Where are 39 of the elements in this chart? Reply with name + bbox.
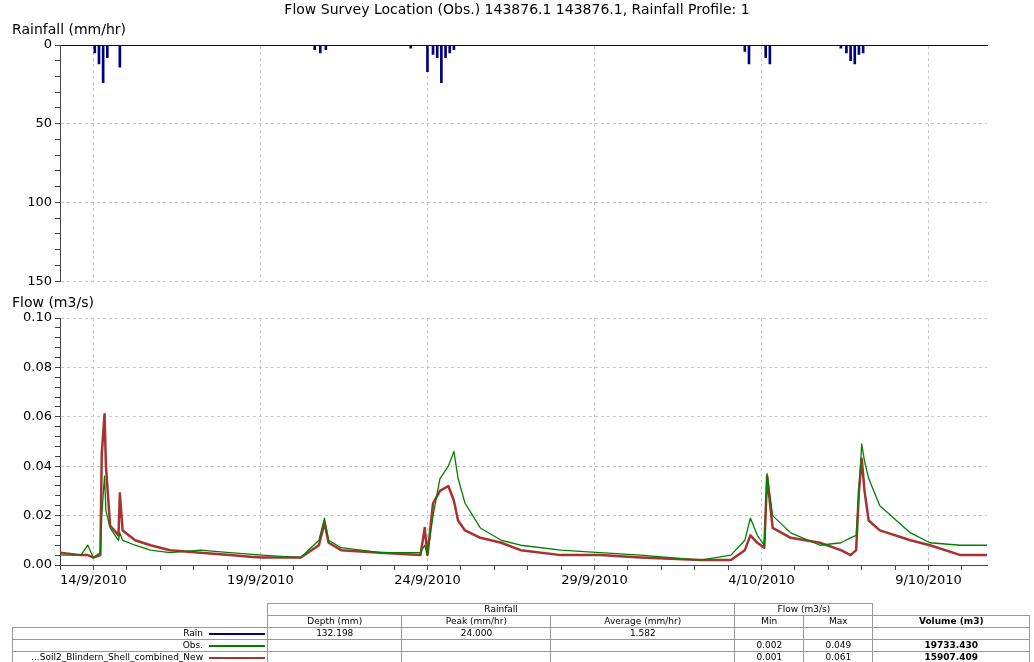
x-tick-label: 14/9/2010 bbox=[60, 572, 127, 588]
data-label: 0.049 bbox=[803, 639, 873, 652]
data-label: 19733.430 bbox=[872, 639, 1030, 652]
x-tick-label: 19/9/2010 bbox=[227, 572, 294, 588]
x-tick-label: 24/9/2010 bbox=[394, 572, 461, 588]
y-tick-label: 0.02 bbox=[23, 506, 52, 522]
text: Obs. bbox=[182, 640, 203, 650]
data-label: 24.000 bbox=[401, 627, 551, 640]
y-tick-label: 0.10 bbox=[23, 309, 52, 325]
data-label: 15907.409 bbox=[872, 651, 1030, 662]
data-label: 0.061 bbox=[803, 651, 873, 662]
chart-title: Flow Survey Location (Obs.) 143876.1 143876.1, Rainfall Profile: 1 bbox=[284, 0, 750, 17]
category-label: Max bbox=[803, 615, 873, 628]
y-tick-label: 0.04 bbox=[23, 457, 52, 473]
y-tick-label: 0.00 bbox=[23, 556, 52, 572]
y-tick-label: 150 bbox=[27, 272, 52, 288]
data-label: 1.582 bbox=[550, 627, 735, 640]
category-label: Volume (m3) bbox=[872, 615, 1030, 628]
y-tick-label: 0.06 bbox=[23, 408, 52, 424]
x-tick-label: 9/10/2010 bbox=[895, 572, 962, 588]
y-axis-title: Rainfall (mm/hr) bbox=[12, 20, 127, 37]
y-axis-title: Flow (m3/s) bbox=[12, 293, 94, 310]
data-label: 0.001 bbox=[734, 651, 804, 662]
category-label: Depth (mm) bbox=[267, 615, 402, 628]
text: ...Soil2_Blindern_Shell_combined_New bbox=[31, 652, 203, 662]
category-label: Peak (mm/hr) bbox=[401, 615, 551, 628]
data-label: 0.002 bbox=[734, 639, 804, 652]
x-tick-label: 4/10/2010 bbox=[728, 572, 795, 588]
data-label: 132.198 bbox=[267, 627, 402, 640]
text: Rain bbox=[183, 628, 203, 638]
y-tick-label: 0.08 bbox=[23, 358, 52, 374]
y-tick-label: 100 bbox=[27, 193, 52, 209]
category-label: Average (mm/hr) bbox=[550, 615, 735, 628]
text: Flow (m3/s) bbox=[734, 603, 873, 616]
y-tick-label: 50 bbox=[35, 115, 52, 131]
x-tick-label: 29/9/2010 bbox=[561, 572, 628, 588]
text: Rainfall bbox=[267, 603, 735, 616]
y-tick-label: 0 bbox=[43, 36, 52, 52]
category-label: Min bbox=[734, 615, 804, 628]
